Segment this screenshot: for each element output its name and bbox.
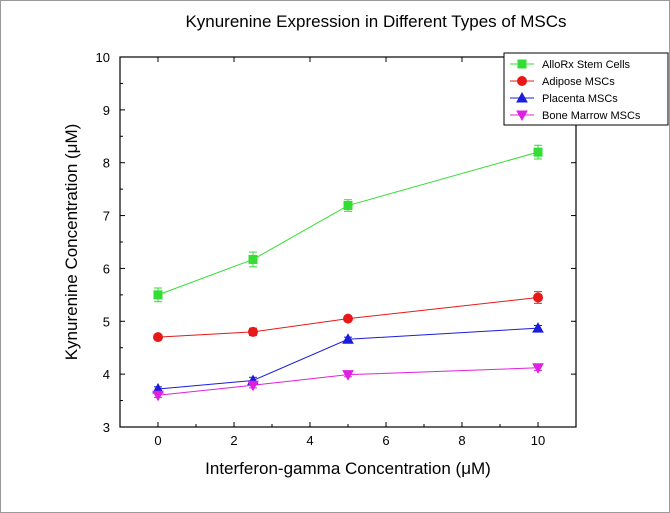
x-axis-title: Interferon-gamma Concentration (μM) bbox=[205, 459, 491, 478]
data-point bbox=[152, 390, 164, 402]
x-tick-label: 8 bbox=[458, 433, 465, 448]
data-point bbox=[247, 380, 259, 392]
y-tick-label: 8 bbox=[103, 156, 110, 171]
data-point bbox=[532, 363, 544, 374]
x-tick-label: 0 bbox=[154, 433, 161, 448]
series-3 bbox=[152, 363, 544, 402]
y-tick-label: 6 bbox=[103, 261, 110, 276]
x-tick-label: 6 bbox=[382, 433, 389, 448]
data-point bbox=[532, 322, 544, 333]
series-1 bbox=[153, 291, 543, 343]
y-tick-label: 5 bbox=[103, 314, 110, 329]
data-point bbox=[153, 332, 163, 343]
y-tick-label: 9 bbox=[103, 103, 110, 118]
series-line bbox=[157, 327, 539, 390]
series-line bbox=[157, 297, 539, 338]
y-tick-label: 7 bbox=[103, 209, 110, 224]
legend-marker bbox=[517, 76, 527, 86]
data-point bbox=[533, 147, 543, 157]
legend: AlloRx Stem Cells Adipose MSCs Placenta MS… bbox=[503, 52, 669, 126]
series-line bbox=[157, 151, 539, 296]
data-point bbox=[342, 333, 354, 344]
series-0 bbox=[153, 144, 543, 303]
data-point bbox=[153, 290, 163, 300]
chart-title: Kynurenine Expression in Different Types… bbox=[185, 12, 566, 31]
series-line bbox=[157, 367, 539, 396]
data-point bbox=[342, 370, 354, 381]
x-tick-label: 10 bbox=[531, 433, 545, 448]
y-tick-label: 3 bbox=[103, 420, 110, 435]
y-tick-label: 4 bbox=[103, 367, 110, 382]
series-2 bbox=[152, 322, 544, 394]
data-point bbox=[248, 326, 258, 337]
legend-marker bbox=[516, 91, 528, 103]
y-tick-label: 10 bbox=[96, 50, 110, 65]
axes: 0 2 4 6 8 10 3 4 5 6 7 8 9 10 bbox=[96, 50, 577, 448]
legend-label: Adipose MSCs bbox=[542, 76, 615, 88]
legend-label: Bone Marrow MSCs bbox=[542, 110, 641, 122]
legend-marker bbox=[516, 110, 528, 122]
legend-box bbox=[503, 52, 669, 126]
data-point bbox=[343, 313, 353, 324]
data-point bbox=[343, 201, 353, 211]
data-point bbox=[248, 254, 258, 264]
legend-label: Placenta MSCs bbox=[542, 93, 618, 105]
series-group bbox=[152, 144, 544, 402]
x-tick-label: 2 bbox=[230, 433, 237, 448]
legend-marker bbox=[517, 59, 527, 69]
data-point bbox=[533, 292, 543, 303]
x-tick-label: 4 bbox=[306, 433, 313, 448]
legend-label: AlloRx Stem Cells bbox=[542, 59, 631, 71]
y-axis-title: Kynurenine Concentration (μM) bbox=[62, 124, 81, 361]
